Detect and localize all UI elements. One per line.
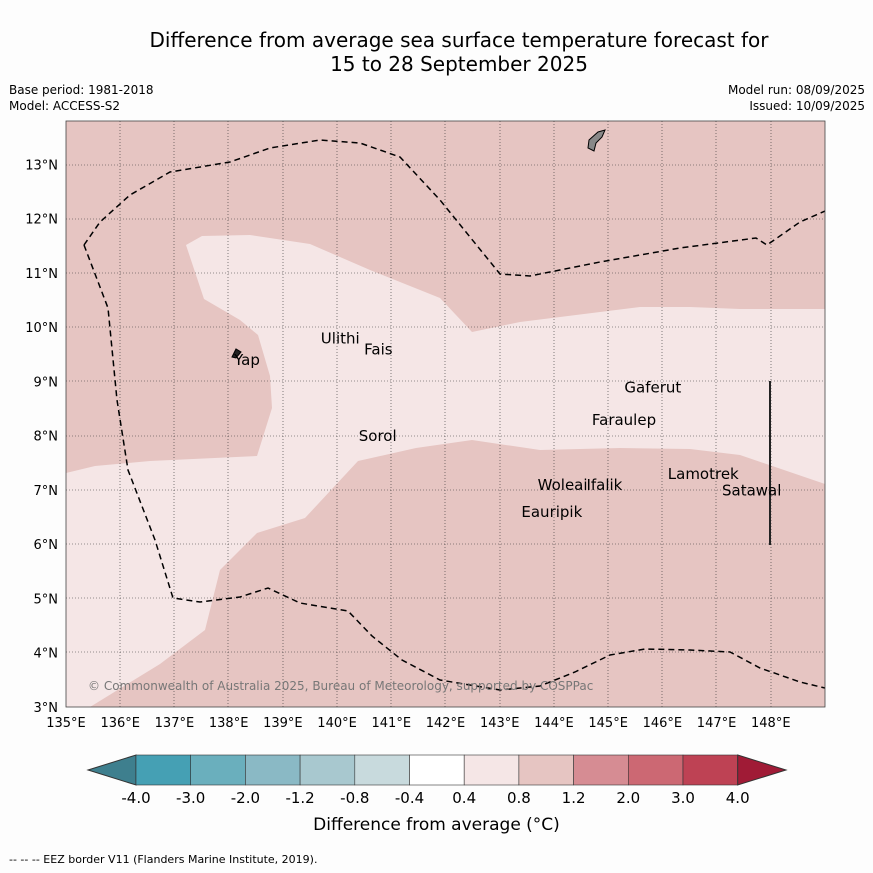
- place-label-eauripik: Eauripik: [521, 503, 582, 521]
- colorbar-tick-label: 1.2: [562, 789, 586, 807]
- place-label-yap: Yap: [233, 351, 260, 369]
- lat-tick-label: 10°N: [25, 321, 58, 336]
- colorbar-arrow-low: [86, 754, 137, 786]
- colorbar-tick-label: -1.2: [285, 789, 314, 807]
- colorbar-tick-label: 3.0: [671, 789, 695, 807]
- lon-tick-label: 136°E: [100, 716, 140, 731]
- colorbar-tick-label: -2.0: [231, 789, 260, 807]
- title-line-2: 15 to 28 September 2025: [330, 52, 588, 76]
- lat-tick-label: 8°N: [34, 430, 59, 445]
- eez-border-line-north: [83, 139, 825, 277]
- place-label-gaferut: Gaferut: [624, 378, 681, 396]
- place-label-lamotrek: Lamotrek: [668, 465, 739, 483]
- lat-tick-label: 13°N: [25, 158, 58, 173]
- lat-tick-label: 6°N: [34, 538, 59, 553]
- sst-band-0.4-0.8: [66, 235, 825, 707]
- lon-tick-label: 139°E: [263, 716, 303, 731]
- lat-tick-label: 5°N: [34, 592, 59, 607]
- lat-tick-label: 7°N: [34, 484, 59, 499]
- colorbar-arrow-high: [737, 754, 788, 786]
- colorbar-label: Difference from average (°C): [313, 815, 560, 835]
- colorbar-swatch: [409, 754, 465, 786]
- colorbar-tick-label: 0.8: [507, 789, 531, 807]
- colorbar-swatch: [190, 754, 246, 786]
- lon-tick-label: 140°E: [317, 716, 357, 731]
- place-label-ifalik: Ifalik: [586, 476, 622, 494]
- place-label-woleai: Woleai: [538, 476, 588, 494]
- colorbar-tick-label: 0.4: [452, 789, 476, 807]
- lon-tick-label: 138°E: [209, 716, 249, 731]
- colorbar-swatch: [135, 754, 192, 786]
- colorbar-tick-label: -0.8: [340, 789, 369, 807]
- issued-date: Issued: 10/09/2025: [749, 99, 865, 113]
- model-name: Model: ACCESS-S2: [9, 99, 121, 113]
- yap-island: [231, 348, 242, 359]
- colorbar-swatch: [573, 754, 629, 786]
- lat-tick-label: 12°N: [25, 213, 58, 228]
- lon-tick-label: 137°E: [155, 716, 195, 731]
- base-period: Base period: 1981-2018: [9, 83, 154, 97]
- title-line-1: Difference from average sea surface temp…: [149, 28, 769, 52]
- map-title: Difference from average sea surface temp…: [0, 28, 873, 76]
- lat-tick-label: 11°N: [25, 267, 58, 282]
- map-frame: [65, 120, 826, 708]
- colorbar-swatch: [518, 754, 574, 786]
- lon-tick-label: 144°E: [534, 716, 574, 731]
- lon-tick-label: 147°E: [697, 716, 737, 731]
- place-label-satawal: Satawal: [722, 481, 781, 499]
- longitude-ticks: 135°E 136°E 137°E 138°E 139°E 140°E 141°E 142°E…: [46, 716, 790, 731]
- lon-tick-label: 135°E: [46, 716, 86, 731]
- latitude-ticks: 3°N 4°N 5°N 6°N 7°N 8°N 9°N 10°N 11°N 12°N 13°N: [25, 158, 58, 716]
- colorbar-tick-label: 4.0: [726, 789, 750, 807]
- place-label-fais: Fais: [364, 340, 393, 358]
- grid-lines: [66, 121, 825, 707]
- guam-island: [587, 129, 606, 152]
- place-label-faraulep: Faraulep: [592, 411, 656, 429]
- lon-tick-label: 142°E: [426, 716, 466, 731]
- colorbar-tick-label: -4.0: [121, 789, 150, 807]
- colorbar-tick-label: 2.0: [616, 789, 640, 807]
- colorbar-swatch: [463, 754, 520, 786]
- lon-tick-label: 141°E: [372, 716, 412, 731]
- colorbar-swatch: [354, 754, 410, 786]
- lon-tick-label: 143°E: [480, 716, 520, 731]
- colorbar-swatch: [682, 754, 739, 786]
- colorbar-swatch: [299, 754, 356, 786]
- lat-tick-label: 9°N: [34, 375, 59, 390]
- place-label-ulithi: Ulithi: [321, 329, 360, 347]
- lon-tick-label: 148°E: [751, 716, 791, 731]
- model-run: Model run: 08/09/2025: [727, 83, 865, 97]
- colorbar-tick-label: -0.4: [395, 789, 424, 807]
- lat-tick-label: 4°N: [34, 647, 59, 662]
- lat-tick-label: 3°N: [34, 701, 59, 716]
- lon-tick-label: 145°E: [588, 716, 628, 731]
- colorbar-swatch: [245, 754, 301, 786]
- meta-right: Model run: 08/09/2025 Issued: 10/09/2025: [728, 82, 865, 114]
- place-label-sorol: Sorol: [359, 427, 397, 445]
- colorbar: -4.0 -3.0 -2.0 -1.2 -0.8 -0.4 0.4 0.8 1.2 2.0 3.0 4…: [86, 754, 788, 807]
- lon-tick-label: 146°E: [643, 716, 683, 731]
- colorbar-tick-label: -3.0: [176, 789, 205, 807]
- copyright-text: © Commonwealth of Australia 2025, Bureau…: [88, 679, 593, 693]
- eez-legend-note: -- -- -- EEZ border V11 (Flanders Marine…: [9, 853, 318, 866]
- colorbar-swatch: [627, 754, 684, 786]
- eez-border-line: [83, 244, 825, 691]
- meta-left: Base period: 1981-2018 Model: ACCESS-S2: [9, 82, 154, 114]
